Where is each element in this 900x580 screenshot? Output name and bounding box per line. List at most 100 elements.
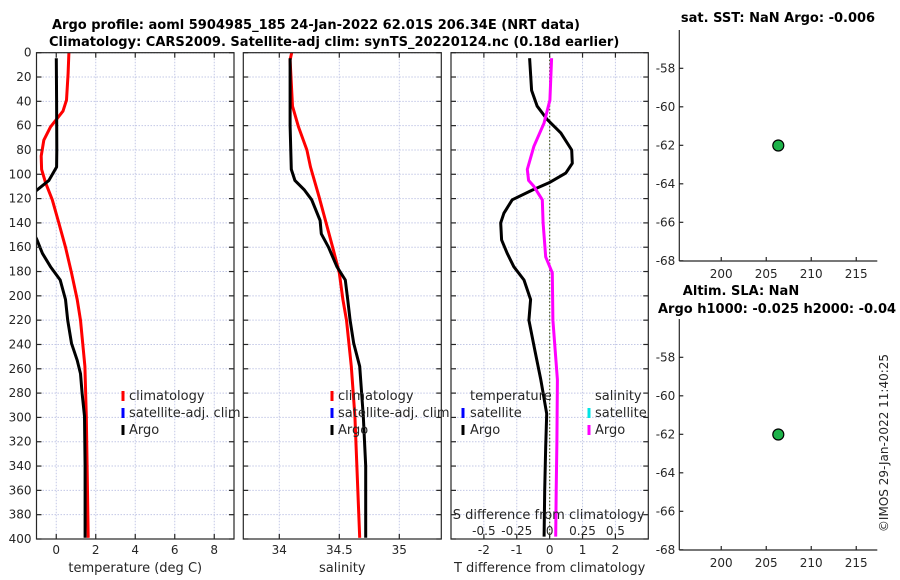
y-tick-label: 80 bbox=[16, 143, 31, 157]
x-tick-label: 35 bbox=[392, 543, 407, 557]
map-title: sat. SST: NaN Argo: -0.006 bbox=[681, 11, 875, 26]
legend-marker-0 bbox=[121, 391, 125, 401]
legend-entry: climatology bbox=[129, 389, 205, 404]
legend-entry: climatology bbox=[338, 389, 414, 404]
legend-header-salinity: salinity bbox=[595, 389, 642, 404]
legend-entry: satellite bbox=[470, 406, 522, 421]
legend-entry: Argo bbox=[470, 423, 500, 438]
y-tick-label: 260 bbox=[9, 362, 32, 376]
map-y-tick-label: -58 bbox=[656, 350, 676, 364]
legend-marker-temperature bbox=[461, 425, 465, 435]
map-x-tick-label: 210 bbox=[800, 267, 823, 281]
s-axis-tick-label: -0.25 bbox=[501, 524, 532, 538]
map-y-tick-label: -68 bbox=[656, 543, 676, 557]
profile-panel-1 bbox=[242, 52, 442, 540]
x-axis-label: T difference from climatology bbox=[453, 561, 646, 576]
map-x-tick-label: 215 bbox=[845, 267, 868, 281]
y-tick-label: 160 bbox=[9, 240, 32, 254]
y-tick-label: 400 bbox=[9, 532, 32, 546]
series-line-temperature-argo bbox=[499, 58, 574, 537]
series-group bbox=[36, 52, 90, 538]
legend-marker-salinity bbox=[587, 425, 591, 435]
x-axis-label: temperature (deg C) bbox=[68, 561, 202, 576]
location-map-1 bbox=[678, 319, 878, 551]
figure-title-line1: Argo profile: aoml 5904985_185 24-Jan-20… bbox=[52, 18, 580, 33]
map-x-tick-label: 200 bbox=[710, 556, 733, 570]
y-tick-label: 0 bbox=[24, 46, 32, 60]
x-tick-label: 1 bbox=[579, 543, 587, 557]
x-tick-label: 8 bbox=[210, 543, 218, 557]
y-tick-label: 320 bbox=[9, 435, 32, 449]
y-tick-label: 240 bbox=[9, 337, 32, 351]
y-tick-label: 300 bbox=[9, 410, 32, 424]
map-y-tick-label: -66 bbox=[656, 504, 676, 518]
legend-marker-1 bbox=[121, 408, 125, 418]
legend-marker-2 bbox=[330, 425, 334, 435]
y-tick-label: 340 bbox=[9, 459, 32, 473]
profile-panel-2 bbox=[450, 52, 649, 540]
map-y-tick-label: -64 bbox=[656, 466, 676, 480]
s-axis-tick-label: 0 bbox=[546, 524, 554, 538]
map-y-tick-label: -64 bbox=[656, 177, 676, 191]
x-tick-label: 0 bbox=[52, 543, 60, 557]
y-tick-label: 200 bbox=[9, 289, 32, 303]
map-y-tick-label: -60 bbox=[656, 389, 676, 403]
series-line-argo bbox=[288, 58, 368, 538]
map-x-tick-label: 200 bbox=[710, 267, 733, 281]
s-axis-tick-label: 0.25 bbox=[569, 524, 596, 538]
y-tick-label: 120 bbox=[9, 192, 32, 206]
y-tick-label: 60 bbox=[16, 119, 31, 133]
x-axis-label: salinity bbox=[319, 561, 366, 576]
series-line-climatology bbox=[39, 52, 90, 538]
s-axis-tick-label: 0.5 bbox=[606, 524, 625, 538]
map-y-tick-label: -68 bbox=[656, 254, 676, 268]
map-title: Altim. SLA: NaN bbox=[683, 284, 799, 299]
x-tick-label: 4 bbox=[131, 543, 139, 557]
legend-entry: satellite-adj. clim bbox=[338, 406, 450, 421]
series-line-climatology bbox=[288, 52, 362, 538]
map-x-tick-label: 215 bbox=[845, 556, 868, 570]
copyright-stamp: ©IMOS 29-Jan-2022 11:40:25 bbox=[877, 354, 891, 532]
x-tick-label: 2 bbox=[612, 543, 620, 557]
argo-float-position-marker bbox=[772, 139, 785, 152]
legend-entry: Argo bbox=[595, 423, 625, 438]
location-map-0 bbox=[678, 30, 878, 262]
series-group bbox=[499, 58, 574, 537]
legend-marker-2 bbox=[121, 425, 125, 435]
series-line-salinity-argo bbox=[525, 58, 559, 537]
map-title: Argo h1000: -0.025 h2000: -0.04 bbox=[658, 302, 896, 317]
series-group bbox=[288, 52, 368, 538]
figure-title-line2: Climatology: CARS2009. Satellite-adj cli… bbox=[49, 35, 619, 50]
legend-header-temperature: temperature bbox=[470, 389, 552, 404]
map-x-tick-label: 205 bbox=[755, 556, 778, 570]
map-y-tick-label: -62 bbox=[656, 138, 676, 152]
legend-entry: Argo bbox=[338, 423, 368, 438]
x-tick-label: -1 bbox=[511, 543, 523, 557]
x-tick-label: 34.5 bbox=[326, 543, 353, 557]
y-tick-label: 360 bbox=[9, 483, 32, 497]
argo-float-position-marker bbox=[772, 428, 785, 441]
legend-entry: Argo bbox=[129, 423, 159, 438]
map-x-tick-label: 210 bbox=[800, 556, 823, 570]
legend-marker-temperature bbox=[461, 408, 465, 418]
x-tick-label: 0 bbox=[546, 543, 554, 557]
x-tick-label: 6 bbox=[171, 543, 179, 557]
series-line-argo bbox=[36, 58, 87, 538]
y-tick-label: 180 bbox=[9, 265, 32, 279]
x-tick-label: -2 bbox=[478, 543, 490, 557]
legend-entry: satellite-adj. clim bbox=[129, 406, 241, 421]
map-y-tick-label: -58 bbox=[656, 61, 676, 75]
profile-panel-0 bbox=[35, 52, 235, 540]
legend-marker-0 bbox=[330, 391, 334, 401]
y-tick-label: 100 bbox=[9, 167, 32, 181]
y-tick-label: 40 bbox=[16, 94, 31, 108]
map-x-tick-label: 205 bbox=[755, 267, 778, 281]
map-y-tick-label: -66 bbox=[656, 215, 676, 229]
legend-entry: satellite bbox=[595, 406, 647, 421]
map-y-tick-label: -60 bbox=[656, 100, 676, 114]
map-y-tick-label: -62 bbox=[656, 427, 676, 441]
legend-marker-salinity bbox=[587, 408, 591, 418]
y-tick-label: 140 bbox=[9, 216, 32, 230]
y-tick-label: 280 bbox=[9, 386, 32, 400]
